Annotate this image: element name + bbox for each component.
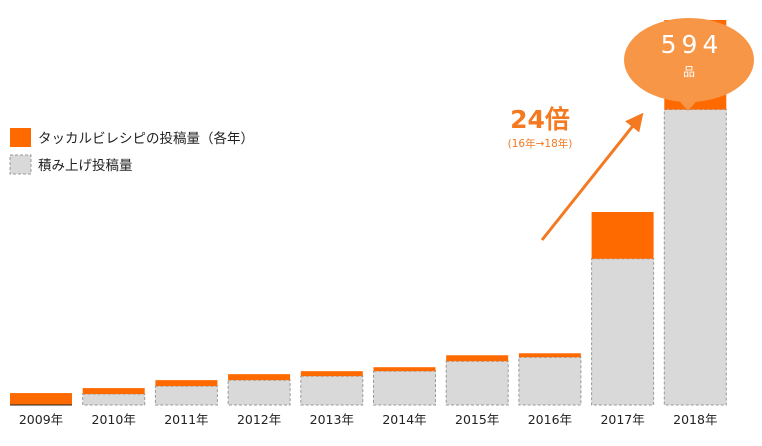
bar-annual-6 [446,355,509,362]
x-tick-label-6: 2015年 [455,412,499,427]
bar-cumulative-4 [300,375,364,406]
bar-cumulative-8 [591,258,655,406]
bubble-total-value: 594 [661,30,724,59]
bar-cumulative-3 [227,379,291,406]
growth-period: (16年→18年) [508,137,573,150]
x-tick-label-5: 2014年 [382,412,426,427]
growth-multiplier: 24倍 [510,105,570,134]
bar-annual-8 [591,212,654,259]
growth-annotation: 24倍 (16年→18年) [508,105,644,241]
bar-cumulative-5 [373,370,436,406]
total-bubble: 594 品 [624,18,754,111]
x-tick-label-2: 2011年 [164,412,208,427]
bar-annual-1 [82,388,145,395]
bar-annual-0 [10,393,72,405]
bar-cumulative-2 [154,385,218,406]
x-tick-label-8: 2017年 [600,412,644,427]
legend: タッカルビレシピの投稿量（各年） 積み上げ投稿量 [9,128,254,175]
legend-label-cumulative: 積み上げ投稿量 [38,158,133,174]
bar-annual-7 [518,353,581,358]
bubble-unit: 品 [683,65,695,79]
bubble-tail [676,97,700,111]
bar-cumulative-7 [518,356,582,406]
bar-annual-3 [228,374,291,381]
bar-annual-2 [155,380,218,387]
bubble-shape [624,18,754,102]
x-tick-label-9: 2018年 [673,412,717,427]
growth-arrow [540,112,644,241]
legend-swatch-annual [10,128,31,147]
bars-group [10,20,727,406]
x-tick-label-4: 2013年 [310,412,354,427]
x-tick-label-7: 2016年 [528,412,572,427]
bar-cumulative-6 [445,360,509,406]
bar-annual-4 [300,371,363,377]
bar-annual-5 [373,367,436,372]
x-tick-label-0: 2009年 [19,412,63,427]
bar-cumulative-9 [663,109,727,406]
x-tick-label-1: 2010年 [92,412,136,427]
bar-cumulative-1 [82,393,146,406]
x-axis-ticks: 2009年 2010年 2011年 2012年 2013年 2014年 2015年 2016年… [19,412,718,427]
x-tick-label-3: 2012年 [237,412,281,427]
legend-swatch-cumulative [9,154,32,175]
legend-label-annual: タッカルビレシピの投稿量（各年） [38,131,254,147]
